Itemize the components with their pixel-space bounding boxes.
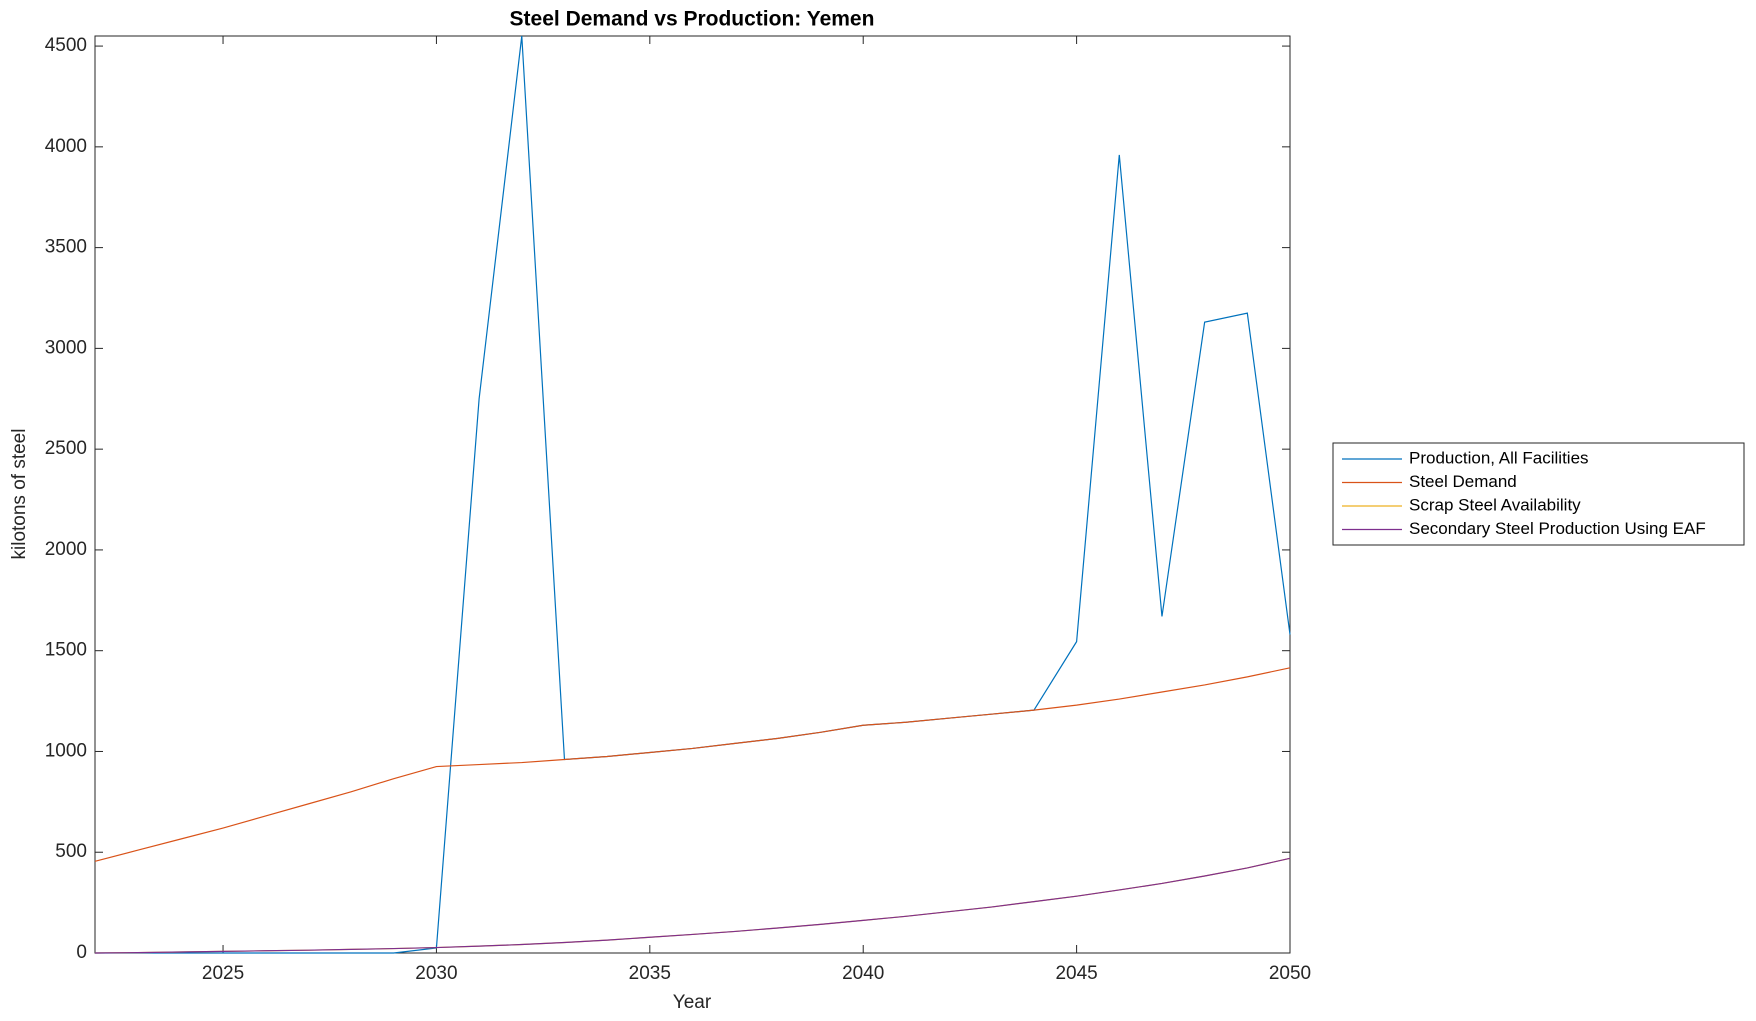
y-tick-label: 2500 — [45, 438, 87, 459]
legend-label: Steel Demand — [1409, 472, 1517, 491]
series-line — [95, 35, 1291, 954]
x-tick-label: 2040 — [842, 963, 884, 984]
y-tick-label: 0 — [76, 942, 87, 963]
y-tick-label: 1000 — [45, 740, 87, 761]
x-axis-label: Year — [673, 992, 712, 1013]
y-tick-label: 3000 — [45, 337, 87, 358]
legend-label: Secondary Steel Production Using EAF — [1409, 519, 1706, 538]
y-tick-label: 1500 — [45, 640, 87, 661]
x-tick-label: 2030 — [415, 963, 457, 984]
y-axis-label: kilotons of steel — [9, 429, 30, 560]
series-line — [94, 857, 1291, 954]
series-line — [94, 667, 1291, 862]
chart-title: Steel Demand vs Production: Yemen — [510, 8, 875, 31]
plot-frame — [94, 35, 1291, 954]
legend-label: Scrap Steel Availability — [1409, 495, 1581, 514]
y-tick-label: 4500 — [45, 35, 87, 56]
y-tick-label: 2000 — [45, 539, 87, 560]
x-tick-label: 2025 — [202, 963, 244, 984]
x-tick-label: 2045 — [1055, 963, 1097, 984]
x-tick-label: 2035 — [629, 963, 671, 984]
y-tick-label: 4000 — [45, 136, 87, 157]
legend-box — [1332, 442, 1745, 546]
y-tick-label: 500 — [55, 841, 87, 862]
series-line — [94, 857, 1291, 954]
y-tick-label: 3500 — [45, 237, 87, 258]
x-tick-label: 2050 — [1269, 963, 1311, 984]
legend-label: Production, All Facilities — [1409, 448, 1589, 467]
